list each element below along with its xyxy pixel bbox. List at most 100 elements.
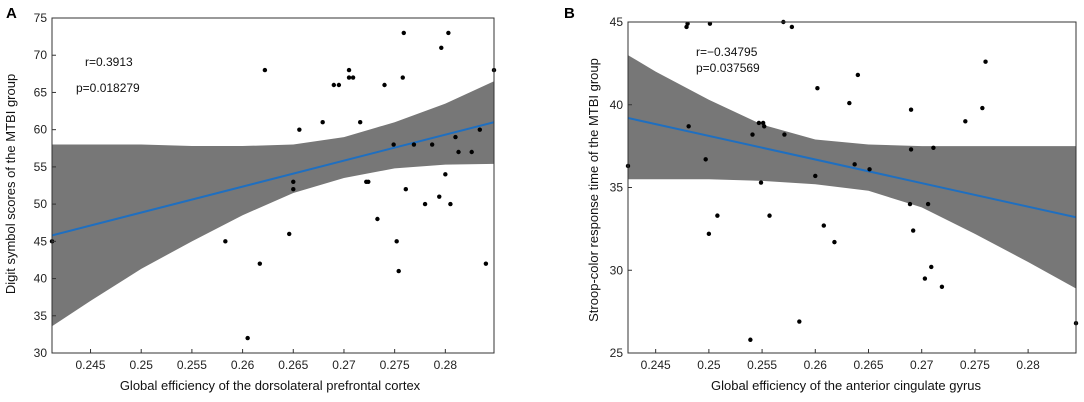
panel-a-data-point [297,127,302,132]
panel-b-x-tick-label: 0.255 [747,358,777,372]
panel-a-data-point [429,142,435,147]
panel-b-data-point [847,100,852,106]
panel-b-x-tick-label: 0.28 [1016,358,1040,372]
panel-a-y-tick-label: 70 [34,48,48,62]
panel-b-data-point [756,120,762,126]
panel-b-y-tick-label: 45 [610,15,624,29]
panel-b-data-point [980,105,985,111]
panel-a-data-point [446,30,451,36]
panel-a-regression-line [52,121,494,237]
panel-a-x-tick-label: 0.265 [278,358,308,372]
panel-a: A 0.245 0.25 0.255 0.26 0.265 0.27 0.275 0.28 30… [3,5,497,393]
panel-a-data-point [391,142,396,147]
panel-b-data-point [686,124,691,129]
panel-a-data-point [448,201,453,207]
panel-b-data-point [813,173,818,179]
panel-a-data-point [375,216,380,222]
panel-a-data-point [320,120,325,125]
panel-b-data-point [963,119,968,124]
panel-a-y-tick-label: 35 [34,309,48,323]
panel-a-data-point [422,201,428,207]
panel-b-data-point [685,21,690,26]
panel-b-data-point [797,319,802,324]
panel-b-data-point [715,213,720,218]
panel-b-data-point [908,147,914,152]
panel-b-data-point [832,239,837,245]
panel-b-data-point [821,223,827,228]
panel-a-y-tick-label: 50 [34,197,48,211]
panel-b-data-point [910,228,916,233]
panel-a-data-point [443,172,448,177]
panel-b-y-tick-label: 30 [610,263,624,277]
panel-b-data-point [762,124,767,129]
panel-b-data-point [908,107,914,112]
panel-a-data-point [453,134,458,140]
panel-a-confidence-band [52,81,494,327]
panel-a-data-point [262,67,268,73]
panel-a-data-point [350,75,356,80]
panel-b-data-point [983,59,988,64]
panel-a-data-point [469,149,474,155]
panel-a-x-tick-label: 0.245 [76,358,106,372]
panel-a-data-point [396,268,401,274]
panel-b-data-point [707,21,713,26]
panel-a-y-tick-label: 45 [34,234,48,248]
panel-b-data-point [748,337,753,342]
panel-a-y-tick-label: 60 [34,123,48,137]
panel-a-data-point [382,82,387,88]
panel-b-data-point [925,201,931,207]
panel-a-data-point [331,82,337,88]
panel-b-data-point [929,264,934,270]
panel-b-data-point [789,24,795,30]
panel-b-data-point [855,72,861,78]
panel-a-data-point [291,187,296,192]
panel-b: B 0.245 0.25 0.255 0.26 0.265 0.27 0.275 0.28 25… [564,5,1079,393]
panel-b-data-point [684,24,689,30]
panel-b-data-point [760,120,766,126]
panel-a-data-point [223,239,228,244]
panel-letter-b: B [564,5,575,22]
panel-b-y-axis-label: Stroop-color response time of the MTBI g… [586,58,601,322]
panel-b-data-point [939,284,945,289]
panel-b-x-tick-label: 0.26 [804,358,828,372]
panel-b-x-tick-label: 0.265 [853,358,883,372]
panel-a-y-tick-label: 75 [34,11,48,25]
panel-b-y-tick-label: 40 [610,98,624,112]
panel-b-r-value: r=−0.34795 [696,45,758,59]
panel-a-x-tick-label: 0.27 [332,358,356,372]
panel-a-x-tick-label: 0.28 [434,358,458,372]
panel-b-data-point [907,201,913,207]
panel-b-y-tick-label: 25 [610,346,624,360]
panel-b-data-point [703,157,708,162]
panel-a-frame [51,17,495,354]
panel-a-x-tick-label: 0.255 [177,358,207,372]
panel-a-y-tick-label: 40 [34,272,48,286]
panel-b-data-point [852,162,857,167]
panel-a-data-point [346,67,352,73]
panel-a-x-axis-label: Global efficiency of the dorsolateral pr… [120,378,421,393]
panel-b-data-point [867,167,872,172]
panel-a-x-tick-label: 0.25 [130,358,154,372]
panel-a-data-point [366,179,371,184]
panel-b-data-point [758,180,764,185]
panel-b-confidence-band [628,55,1076,289]
panel-a-y-tick-label: 55 [34,160,48,174]
panel-b-data-point [815,86,820,91]
panel-a-data-point [439,45,444,50]
panel-a-data-point [411,142,417,147]
panel-a-x-tick-label: 0.26 [231,358,255,372]
panel-a-data-point [257,261,263,266]
panel-b-x-tick-label: 0.25 [697,358,721,372]
panel-b-x-tick-label: 0.275 [960,358,990,372]
panel-a-data-point [403,187,409,192]
panel-b-data-point [931,145,936,150]
panel-b-x-tick-label: 0.245 [641,358,671,372]
panel-b-data-point [767,213,772,218]
panel-b-regression-line [628,117,1076,219]
panel-b-x-tick-label: 0.27 [910,358,934,372]
panel-a-plot-area: 0.245 0.25 0.255 0.26 0.265 0.27 0.275 0.28 30 35… [34,11,497,372]
panel-a-data-point [477,127,483,132]
panel-a-data-point [346,75,352,80]
panel-a-data-point [357,120,363,125]
